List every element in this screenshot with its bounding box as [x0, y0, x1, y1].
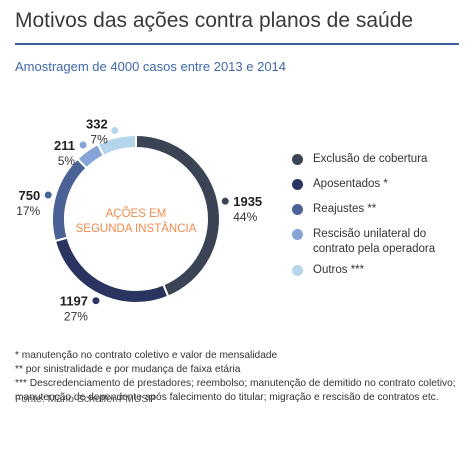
slice-value-label: 211 — [54, 138, 75, 153]
slice-percent-label: 7% — [90, 133, 108, 147]
legend-swatch — [292, 204, 303, 215]
center-label-line: AÇÕES EM — [106, 207, 167, 220]
legend-item: Aposentados * — [292, 177, 470, 192]
slice-marker — [44, 191, 52, 199]
legend-item: Rescisão unilateral do contrato pela ope… — [292, 227, 470, 257]
footnote-3: *** Descredenciamento de prestadores; re… — [15, 378, 456, 403]
slice-percent-label: 17% — [16, 204, 40, 218]
chart-title: Motivos das ações contra planos de saúde — [15, 9, 414, 32]
legend-swatch — [292, 179, 303, 190]
slice-marker — [79, 141, 87, 149]
footnote-2: ** por sinistralidade e por mudança de f… — [15, 364, 241, 375]
slice-value-label: 1197 — [60, 294, 88, 309]
slice-marker — [221, 197, 229, 205]
footnotes: * manutenção no contrato coletivo e valo… — [15, 349, 470, 405]
center-label-line: SEGUNDA INSTÂNCIA — [76, 222, 197, 235]
slice-marker — [92, 297, 100, 305]
legend-swatch — [292, 229, 303, 240]
legend-label: Reajustes ** — [313, 203, 377, 215]
slice-percent-label: 5% — [58, 154, 76, 168]
chart-legend: Exclusão de cobertura Aposentados * Reajus… — [292, 152, 470, 278]
source-note: Fonte: Mário Scheffer/FMUSP — [15, 393, 156, 405]
title-divider — [15, 43, 459, 45]
slice-value-label: 332 — [86, 117, 108, 132]
chart-subtitle: Amostragem de 4000 casos entre 2013 e 20… — [15, 59, 287, 74]
legend-label: Aposentados * — [313, 178, 388, 190]
legend-label: Exclusão de cobertura — [313, 153, 428, 165]
slice-marker — [111, 127, 119, 135]
legend-label: Outros *** — [313, 264, 365, 276]
legend-item: Outros *** — [292, 263, 470, 278]
slice-value-label: 750 — [19, 188, 41, 203]
slice-percent-label: 44% — [233, 210, 257, 224]
legend-label: Rescisão unilateral do contrato pela ope… — [313, 228, 436, 255]
legend-item: Reajustes ** — [292, 202, 470, 217]
footnote-1: * manutenção no contrato coletivo e valo… — [15, 350, 278, 361]
slice-value-label: 1935 — [233, 194, 262, 209]
legend-swatch — [292, 154, 303, 165]
slice-percent-label: 27% — [64, 310, 88, 324]
donut-slice — [96, 133, 137, 158]
legend-item: Exclusão de cobertura — [292, 152, 470, 167]
legend-swatch — [292, 265, 303, 276]
